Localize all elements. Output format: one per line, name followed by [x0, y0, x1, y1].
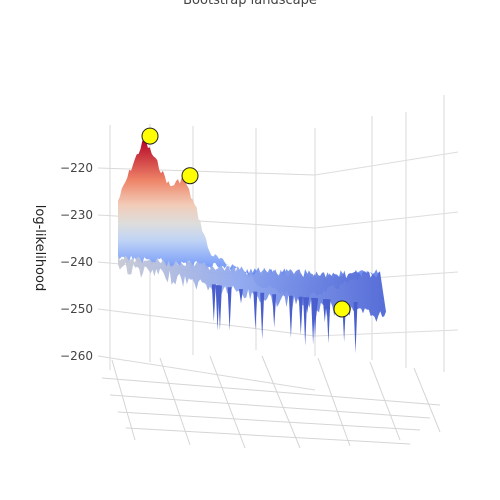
highlighted-point-peak-2[interactable]: [181, 167, 199, 185]
surface-spike: [253, 291, 258, 330]
surface-spike: [260, 292, 265, 340]
surface-spike: [326, 299, 331, 344]
floor-grid: [101, 355, 441, 449]
highlighted-points: [141, 127, 351, 318]
surface-spike: [211, 284, 216, 305]
z-tick-labels: −220 −230 −240 −250 −260: [60, 161, 93, 363]
z-tick-label: −230: [60, 208, 93, 222]
surface-spike: [298, 296, 303, 335]
chart-title: Bootstrap landscape: [183, 0, 317, 8]
surface-spike: [288, 295, 293, 338]
z-tick-label: −250: [60, 302, 93, 316]
z-tick-label: −240: [60, 255, 93, 269]
surface-spike: [314, 298, 319, 317]
z-tick-label: −260: [60, 349, 93, 363]
highlighted-point-peak-1[interactable]: [141, 127, 159, 145]
surface-spike: [227, 287, 232, 331]
surface-spike: [239, 289, 243, 304]
surface-spike: [353, 302, 358, 354]
surface-spike: [303, 297, 308, 346]
surface-spike: [272, 294, 277, 328]
z-axis-label: log-likelihood: [32, 205, 47, 291]
z-tick-label: −220: [60, 161, 93, 175]
surface-spike: [305, 297, 310, 314]
surface-spike: [217, 285, 222, 331]
surface: [118, 139, 386, 354]
highlighted-point-minimum[interactable]: [333, 300, 351, 318]
surface-lower: [118, 255, 386, 322]
